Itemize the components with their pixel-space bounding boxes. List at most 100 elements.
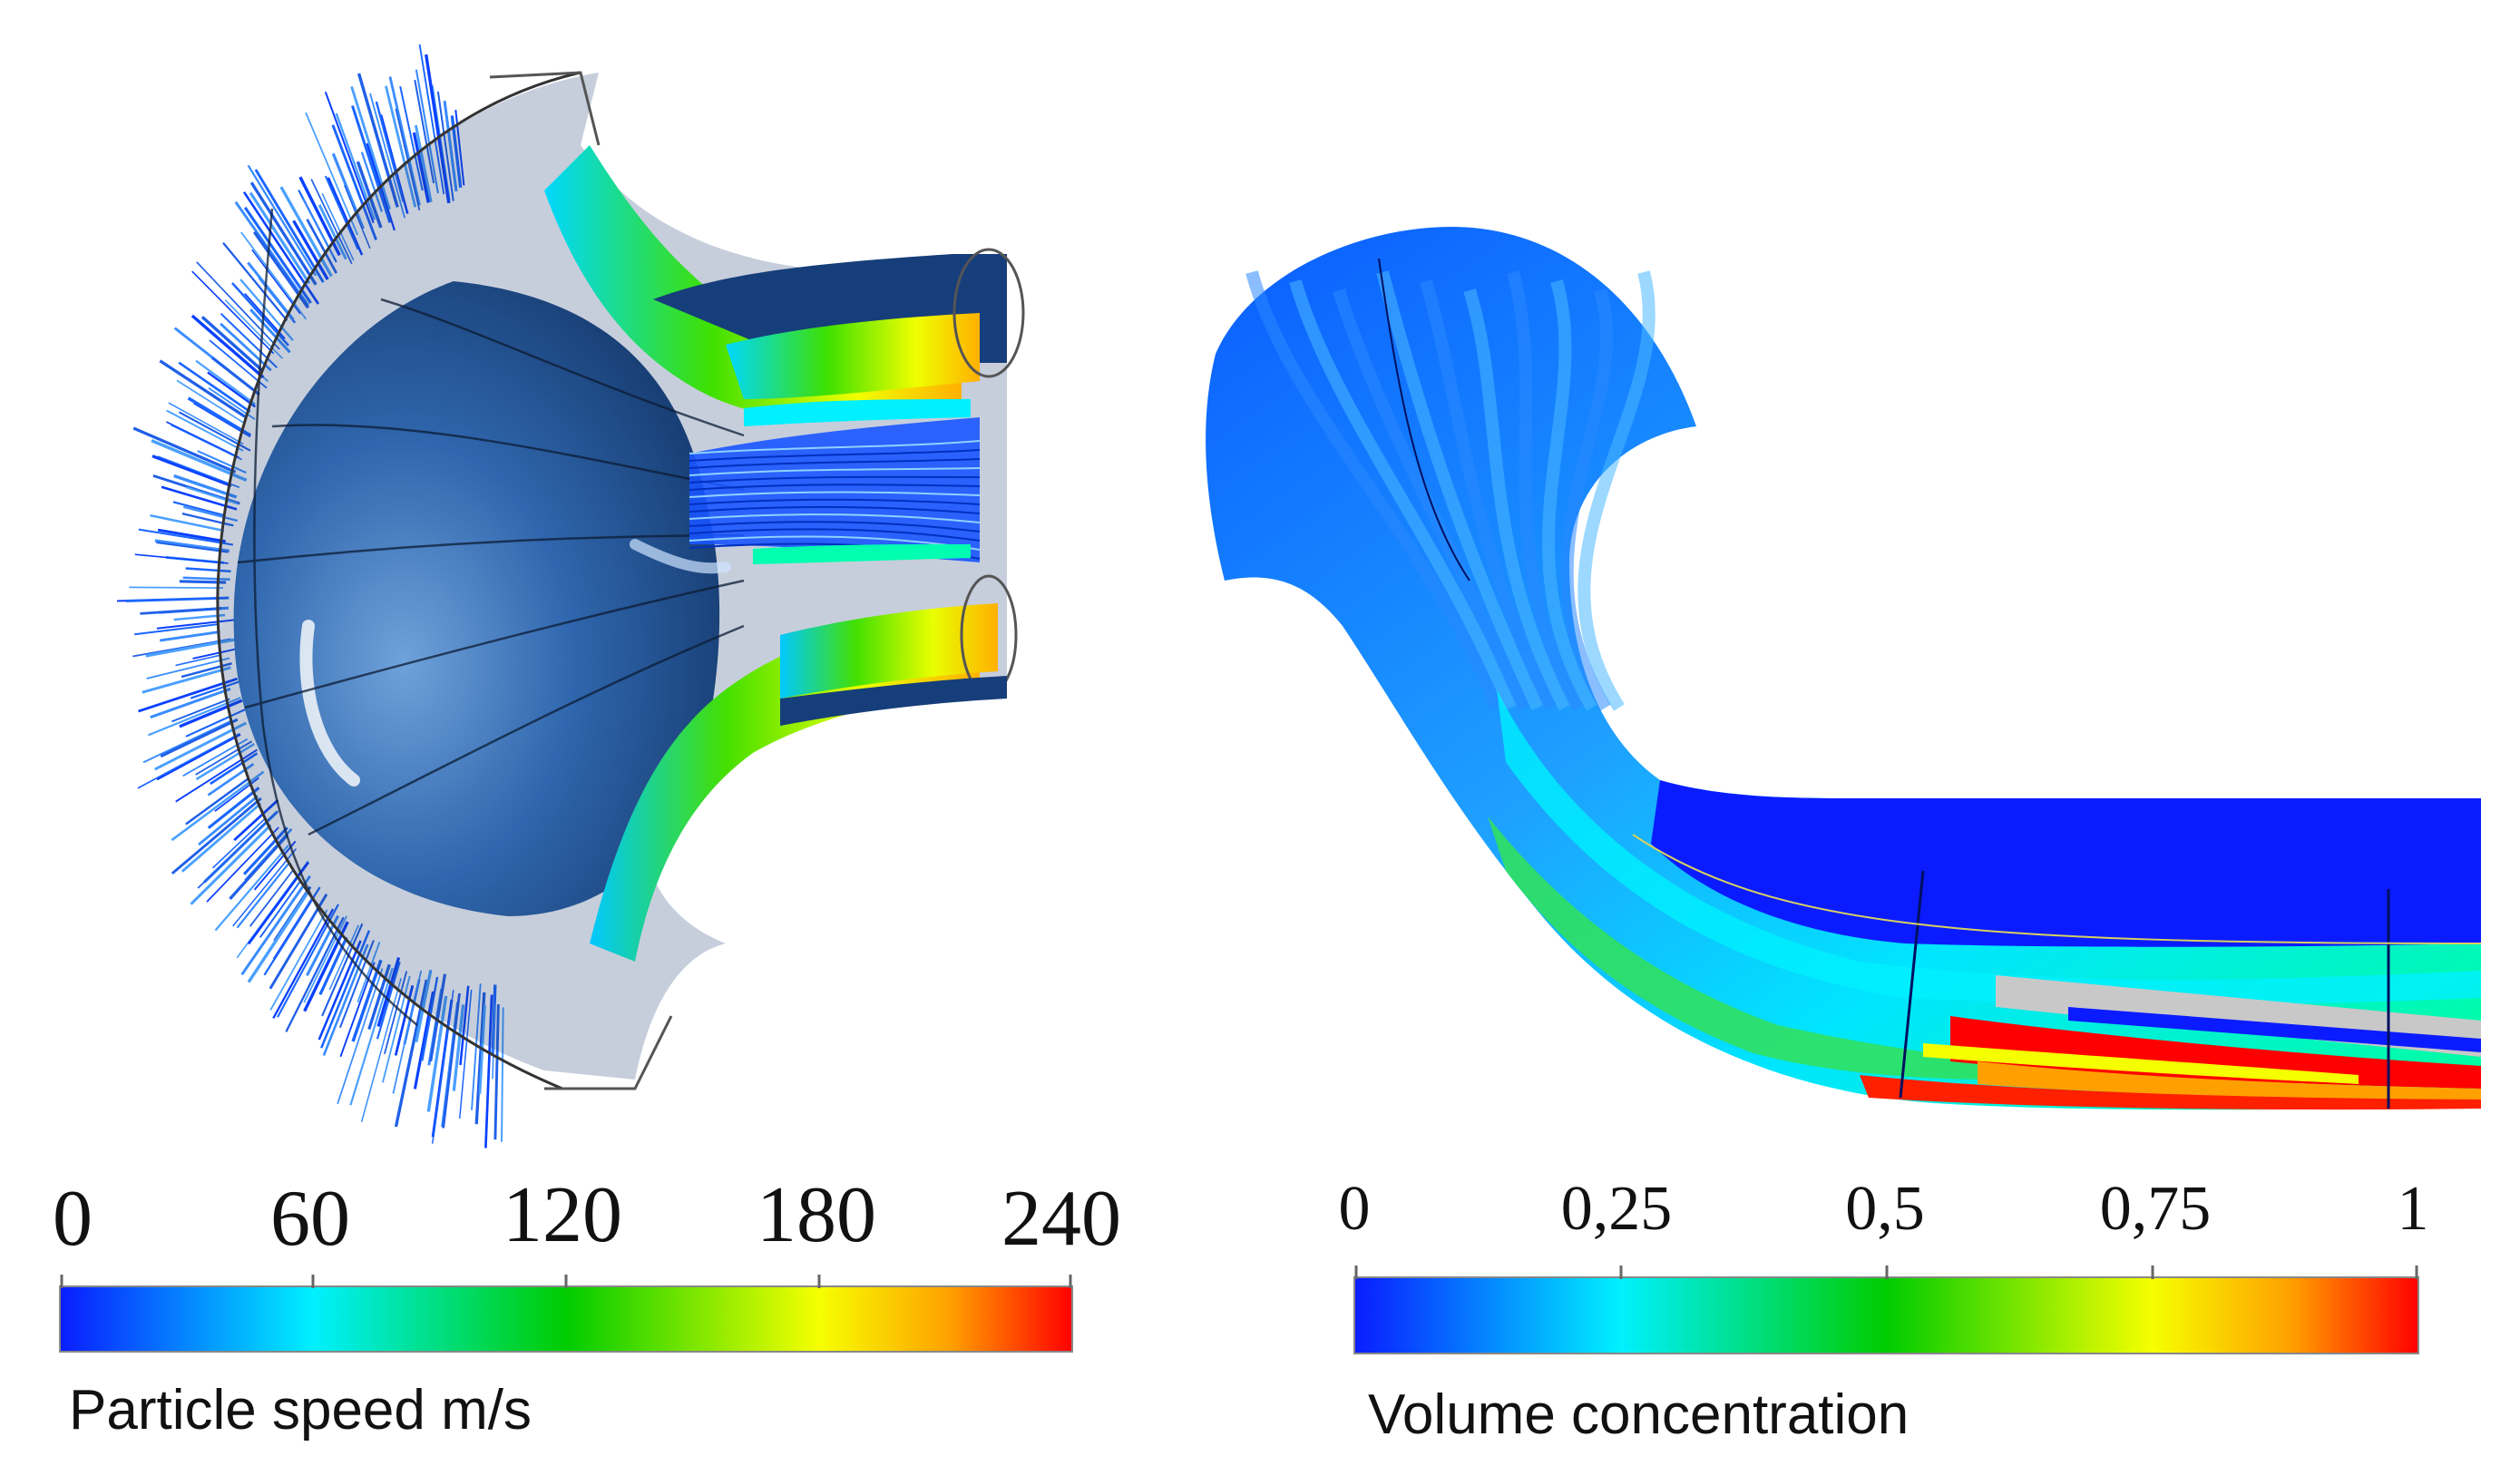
particle-track [335,112,376,220]
particle-track [441,1002,458,1127]
particle-track [459,985,470,1066]
particle-track [157,528,226,543]
particle-track [220,322,272,372]
particle-track [232,848,298,927]
orange-band [1978,1061,2481,1102]
particle-track [277,904,339,1018]
particle-track [254,169,325,283]
particle-track [150,687,231,719]
speed-colorbar-gradient [59,1285,1073,1353]
concentration-colorbar-gradient [1353,1276,2419,1354]
particle-track [181,802,262,873]
particle-track [429,973,447,1062]
particle-track [305,112,359,236]
particle-track [168,402,244,445]
particle-track [415,969,433,1043]
particle-track [360,151,383,212]
speed-tick-3: 180 [757,1171,876,1259]
particle-track [492,1003,496,1080]
particle-track [195,740,253,776]
particle-track [191,270,275,355]
green-band [1488,816,1996,1080]
particle-track [210,357,260,396]
particle-track [166,409,244,452]
streamline [689,449,981,462]
particle-track [415,69,439,194]
particle-track [239,279,294,341]
particle-track [206,826,279,903]
particle-track [331,124,377,240]
concentration-caption: Volume concentration [1368,1383,1909,1446]
particle-track [140,607,222,615]
particle-track [183,505,238,523]
particle-track [385,85,417,208]
particle-track [414,79,435,184]
particle-track [327,177,364,256]
particle-track [413,991,435,1090]
particle-track [150,513,225,533]
particle-track [484,994,493,1148]
particle-track [160,718,239,758]
particle-track [395,108,421,210]
particle-track [253,840,297,891]
interface-line [1632,834,2482,944]
speed-caption: Particle speed m/s [69,1379,532,1442]
particle-track [425,54,451,204]
lower-outlet-flow [780,603,998,699]
section-line-1 [1899,870,1925,1099]
particle-track [159,630,220,642]
streamline [689,505,981,514]
concentration-tick-2: 0,5 [1845,1174,1925,1244]
particle-track [388,76,421,206]
particle-track [272,908,335,1019]
streamline [689,528,981,542]
particle-track [344,184,371,249]
particle-track [181,512,234,527]
particle-track [200,316,263,371]
particle-track [243,206,312,304]
particle-track [179,699,243,728]
particle-track [394,979,428,1128]
impeller-outline-bottom [544,1015,673,1090]
concentration-tick-0: 0 [1339,1174,1371,1244]
upper-outlet-rim [952,248,1025,378]
particle-track [147,697,241,737]
particle-track [214,844,289,932]
concentration-colorbar-ticks [1354,1266,2418,1279]
red-band [1950,1016,2481,1089]
particle-track [412,132,430,203]
particle-track [129,586,224,589]
particle-track [185,567,231,572]
streamline [689,484,981,491]
streamline [689,498,981,505]
middle-cyan-streak-2 [753,544,971,564]
particle-track [474,992,486,1125]
particle-track [458,989,473,1119]
particle-track [443,101,458,191]
particle-track [426,995,448,1112]
flow-streak [1542,279,1598,711]
particle-track [452,1004,465,1091]
particle-track [190,314,265,379]
concentration-tick-4: 1 [2398,1174,2429,1244]
particle-track [249,868,295,927]
particle-track [350,85,392,210]
particle-track [236,862,290,929]
speed-colorbar-ticks [60,1275,1072,1288]
particle-track [154,721,248,771]
particle-track [171,797,262,875]
particle-track [171,698,230,723]
particle-track [376,957,401,1027]
particle-track [172,501,224,516]
particle-track [399,85,424,191]
impeller-outline [216,71,581,1090]
particle-track [159,359,246,418]
particle-track [196,261,280,350]
particle-track [349,967,394,1106]
particle-track [269,893,328,990]
particle-track [251,249,301,315]
flow-streak [1560,288,1614,711]
concentration-tick-3: 0,75 [2100,1174,2212,1244]
particle-track [233,799,279,842]
particle-track [303,921,349,1012]
